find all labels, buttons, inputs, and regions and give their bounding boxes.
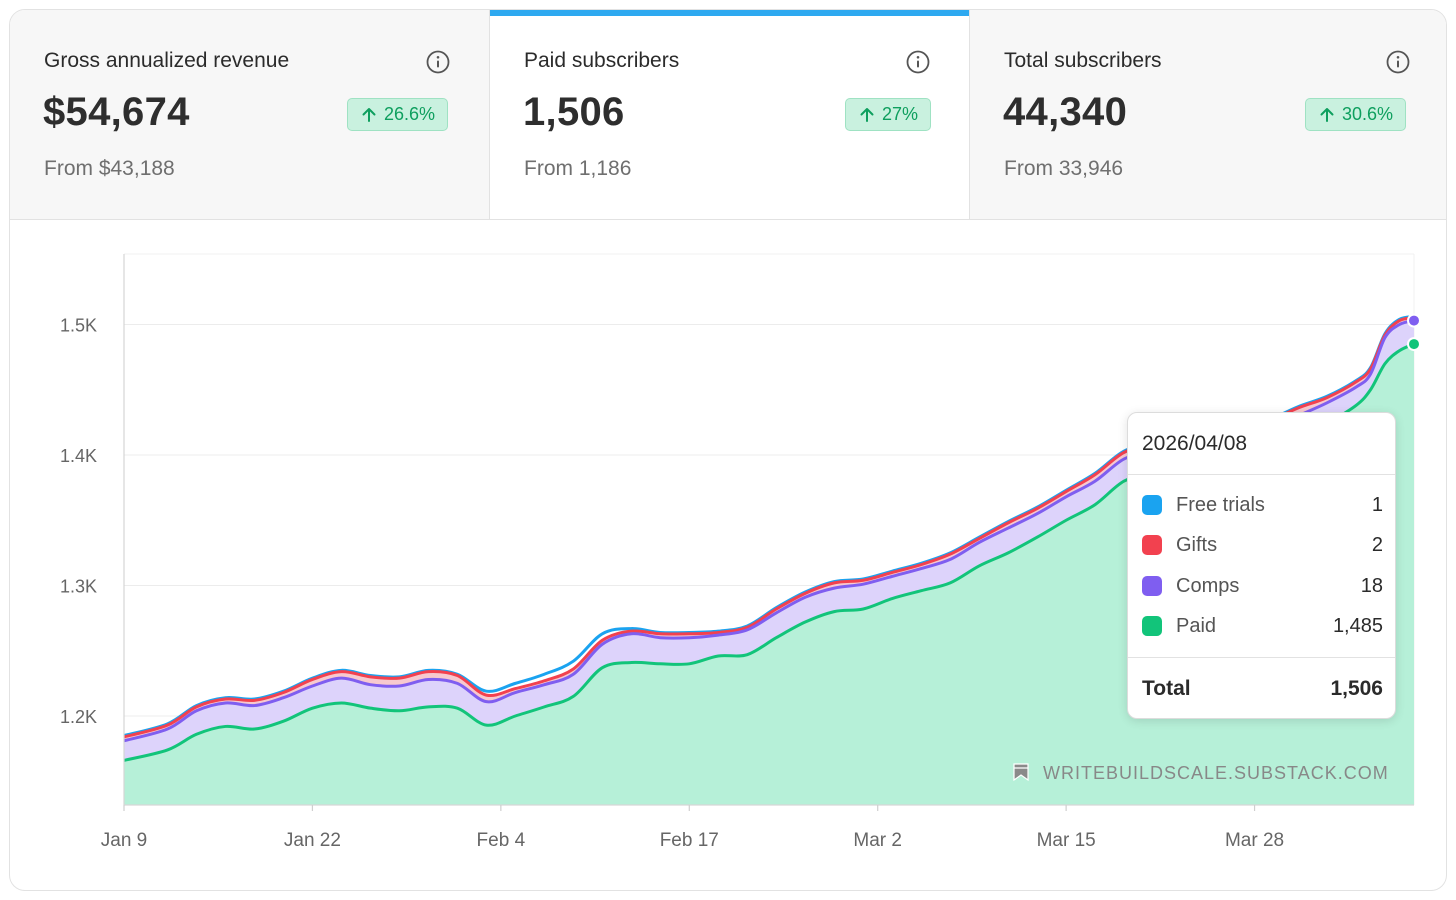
tooltip-row-name: Comps: [1176, 574, 1240, 597]
x-axis-ticks: Jan 9 Jan 22 Feb 4 Feb 17 Mar 2 Mar 15 Mar 28: [101, 805, 1284, 851]
watermark-text: WRITEBUILDSCALE.SUBSTACK.COM: [1043, 763, 1389, 783]
change-value: 27%: [882, 104, 919, 124]
tooltip-row-free-trials: Free trials 1: [1142, 493, 1383, 517]
tooltip-row-paid: Paid 1,485: [1142, 614, 1383, 638]
stat-label: Paid subscribers: [524, 49, 680, 72]
stat-from: From $43,188: [44, 157, 175, 180]
tooltip-divider: [1128, 474, 1395, 475]
chart-areas: [124, 317, 1414, 805]
x-tick-label: Feb 17: [660, 830, 719, 851]
stat-paid-subscribers[interactable]: Paid subscribers 1,506 27% From 1,186: [490, 10, 970, 219]
arrow-up-icon: [860, 107, 874, 122]
stat-total-subscribers[interactable]: Total subscribers 44,340 30.6% From 33,9…: [970, 10, 1446, 219]
info-icon[interactable]: [426, 50, 450, 74]
stat-label: Total subscribers: [1004, 49, 1162, 72]
arrow-up-icon: [362, 107, 376, 122]
x-tick-label: Mar 15: [1037, 830, 1096, 851]
y-tick-label: 1.5K: [60, 316, 97, 336]
stat-value: 1,506: [523, 90, 625, 134]
stat-from: From 33,946: [1004, 157, 1124, 180]
change-badge: 26.6%: [347, 98, 449, 131]
x-tick-label: Jan 9: [101, 830, 147, 851]
tooltip-row-value: 18: [1360, 574, 1383, 597]
y-tick-label: 1.2K: [60, 707, 97, 727]
tooltip-total-value: 1,506: [1330, 677, 1383, 700]
stat-value: $54,674: [43, 90, 190, 134]
tooltip-row-value: 1: [1371, 493, 1383, 516]
tooltip-divider: [1128, 657, 1395, 658]
info-icon[interactable]: [906, 50, 930, 74]
change-badge: 30.6%: [1305, 98, 1407, 131]
chart-axes: [123, 254, 1414, 806]
endpoint-paid: [1407, 337, 1421, 352]
tooltip-row-name: Gifts: [1176, 533, 1218, 556]
legend-swatch: [1142, 576, 1162, 596]
legend-swatch: [1142, 535, 1162, 555]
stat-label: Gross annualized revenue: [44, 49, 290, 72]
chart-endpoints: [1407, 313, 1421, 352]
x-tick-label: Mar 2: [853, 830, 902, 851]
arrow-up-icon: [1320, 107, 1334, 122]
stat-from: From 1,186: [524, 157, 632, 180]
bookmark-icon: [1013, 763, 1029, 782]
area-paid: [124, 344, 1414, 805]
info-icon[interactable]: [1386, 50, 1410, 74]
tooltip-row-name: Paid: [1176, 614, 1217, 637]
x-tick-label: Jan 22: [284, 830, 341, 851]
change-value: 30.6%: [1342, 104, 1394, 124]
tooltip-row-name: Free trials: [1176, 493, 1265, 516]
y-tick-label: 1.4K: [60, 446, 97, 466]
area-comps: [124, 320, 1414, 761]
stats-row: Gross annualized revenue $54,674 26.6% F…: [10, 10, 1446, 220]
x-tick-label: Feb 4: [477, 830, 526, 851]
stat-gross-revenue[interactable]: Gross annualized revenue $54,674 26.6% F…: [10, 10, 490, 219]
tooltip-row-gifts: Gifts 2: [1142, 533, 1383, 557]
x-tick-label: Mar 28: [1225, 830, 1284, 851]
change-value: 26.6%: [384, 104, 436, 124]
tooltip-row-comps: Comps 18: [1142, 574, 1383, 598]
tooltip-total-label: Total: [1142, 677, 1191, 700]
tooltip-row-value: 2: [1371, 533, 1383, 556]
tooltip-row-value: 1,485: [1332, 614, 1383, 637]
change-badge: 27%: [845, 98, 932, 131]
chart-tooltip: 2026/04/08 Free trials 1 Gifts 2 Comps 1…: [1127, 412, 1396, 719]
tooltip-date: 2026/04/08: [1142, 432, 1248, 455]
endpoint-comps: [1407, 313, 1421, 328]
y-axis-ticks: 1.2K 1.3K 1.4K 1.5K: [60, 316, 97, 728]
watermark: WRITEBUILDSCALE.SUBSTACK.COM: [1013, 763, 1389, 783]
tooltip-total: Total 1,506: [1142, 677, 1383, 701]
stat-value: 44,340: [1003, 90, 1128, 134]
legend-swatch: [1142, 495, 1162, 515]
y-tick-label: 1.3K: [60, 577, 97, 597]
legend-swatch: [1142, 616, 1162, 636]
